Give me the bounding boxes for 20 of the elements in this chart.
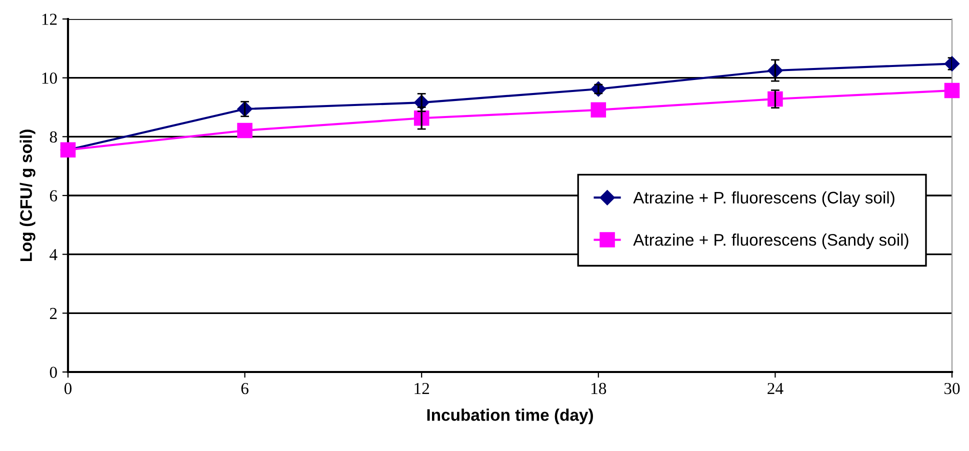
x-tick-label: 12 [414, 382, 430, 394]
x-tick-label: 18 [592, 382, 606, 394]
legend-label: Atrazine + P. fluorescens (Sandy soil) [633, 234, 908, 250]
point [590, 102, 606, 118]
y-tick-label: 4 [50, 249, 58, 260]
y-tick-label: 2 [50, 308, 57, 319]
y-tick-label: 0 [50, 366, 57, 378]
y-tick-label: 10 [42, 72, 57, 84]
y-tick-label: 8 [50, 131, 57, 143]
x-tick-label: 24 [768, 382, 784, 394]
point [237, 122, 252, 138]
x-tick-label: 0 [64, 382, 72, 394]
y-tick-label: 12 [42, 14, 57, 25]
x-tick-label: 30 [944, 382, 960, 394]
point [944, 82, 960, 98]
x-axis-title: Incubation time (day) [427, 408, 593, 424]
legend-label: Atrazine + P. fluorescens (Clay soil) [633, 191, 894, 207]
y-axis-title: Log (CFU/ g soil) [20, 130, 36, 262]
y-tick-label: 6 [50, 190, 58, 202]
x-tick-label: 6 [241, 382, 248, 394]
